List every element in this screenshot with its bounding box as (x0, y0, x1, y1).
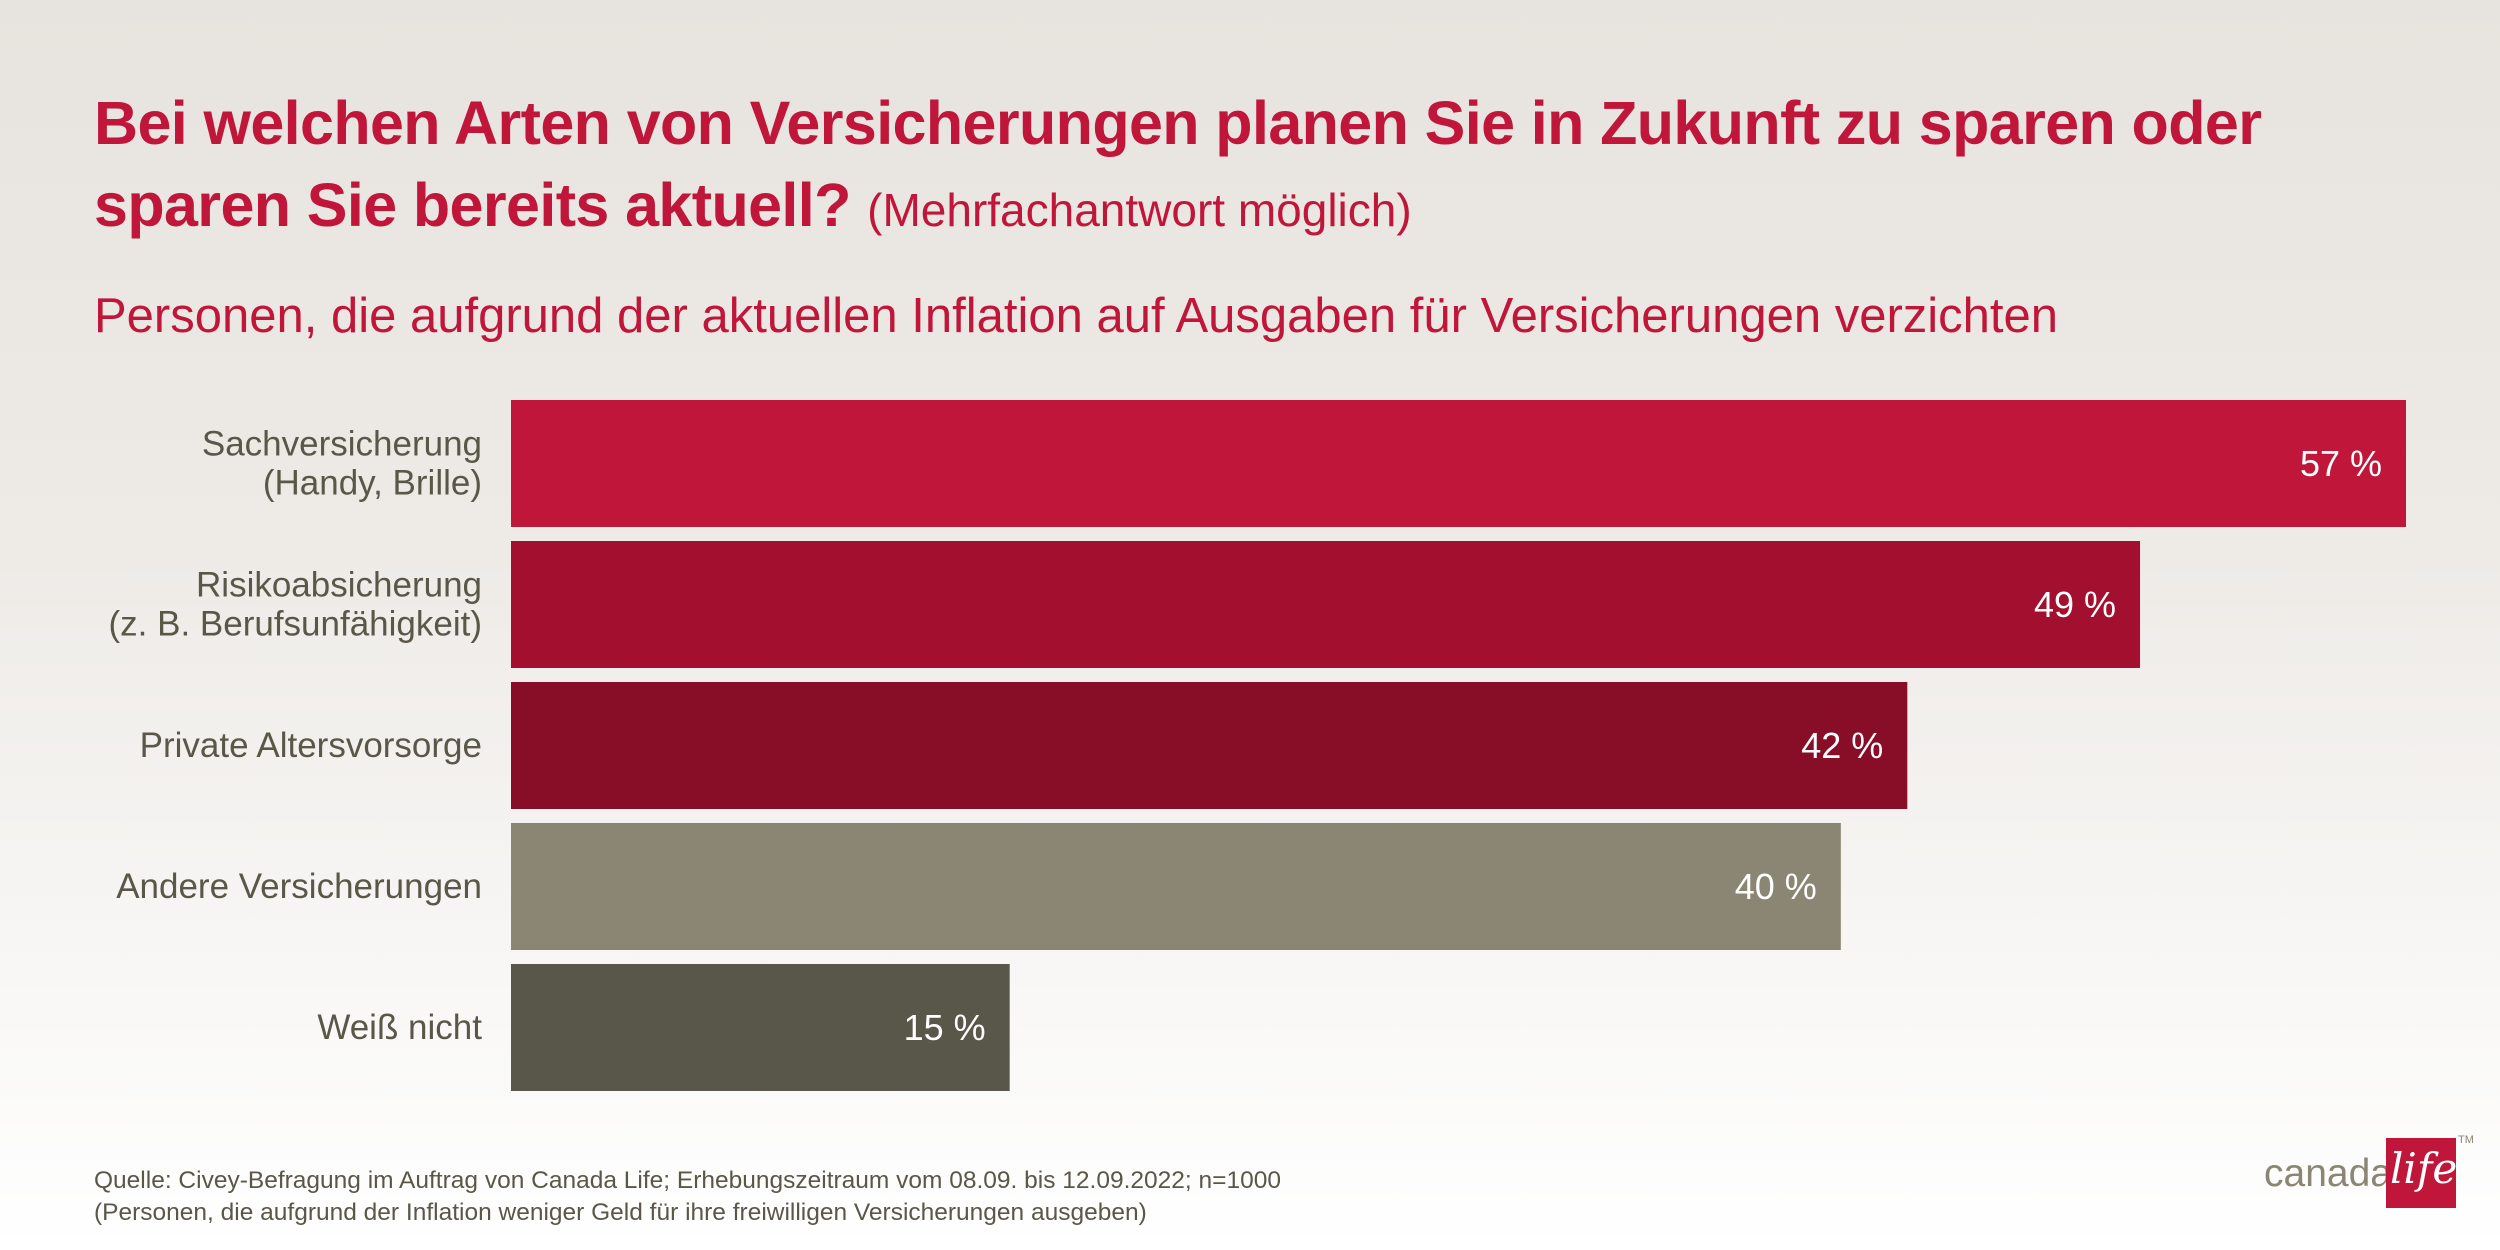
category-label-4: Andere Versicherungen (116, 867, 482, 906)
chart-title: Bei welchen Arten von Versicherungen pla… (94, 82, 2344, 251)
category-label-2: Risikoabsicherung (z. B. Berufsunfähigkei… (109, 566, 483, 644)
category-label-line: Private Altersvorsorge (140, 726, 482, 765)
bar-3 (511, 682, 1908, 809)
bar-value-label-3: 42 % (1801, 725, 1883, 766)
bar-value-label-5: 15 % (904, 1007, 986, 1048)
category-label-5: Weiß nicht (317, 1008, 482, 1047)
category-label-line: (Handy, Brille) (263, 464, 482, 503)
category-label-3: Private Altersvorsorge (140, 726, 482, 765)
bar-2 (511, 541, 2141, 668)
logo-square (2386, 1138, 2456, 1208)
bar-value-label-2: 49 % (2034, 584, 2116, 625)
footnote-note: (Personen, die aufgrund der Inflation we… (94, 1199, 1147, 1226)
chart-title-main: Bei welchen Arten von Versicherungen pla… (94, 89, 2262, 239)
bar-value-label-1: 57 % (2300, 443, 2382, 484)
category-label-line: Andere Versicherungen (116, 867, 482, 906)
category-label-1: Sachversicherung (Handy, Brille) (202, 425, 482, 503)
canada-life-logo: canada life TM (2264, 1134, 2474, 1214)
footnote-source: Quelle: Civey-Befragung im Auftrag von C… (94, 1167, 1281, 1194)
category-label-line: Sachversicherung (202, 425, 482, 464)
category-label-line: (z. B. Berufsunfähigkeit) (109, 605, 483, 644)
logo-word: canada (2264, 1152, 2392, 1195)
bar-value-label-4: 40 % (1735, 866, 1817, 907)
logo-script: life (2390, 1144, 2458, 1193)
category-label-line: Weiß nicht (317, 1008, 482, 1047)
bar-4 (511, 823, 1841, 950)
chart-title-note: (Mehrfachantwort möglich) (867, 184, 1412, 236)
footnote: Quelle: Civey-Befragung im Auftrag von C… (94, 1165, 1281, 1229)
bar-5 (511, 964, 1010, 1091)
chart-subtitle: Personen, die aufgrund der aktuellen Inf… (94, 289, 2059, 343)
bar-1 (511, 400, 2406, 527)
category-label-line: Risikoabsicherung (196, 566, 482, 605)
logo-trademark: TM (2458, 1134, 2474, 1146)
